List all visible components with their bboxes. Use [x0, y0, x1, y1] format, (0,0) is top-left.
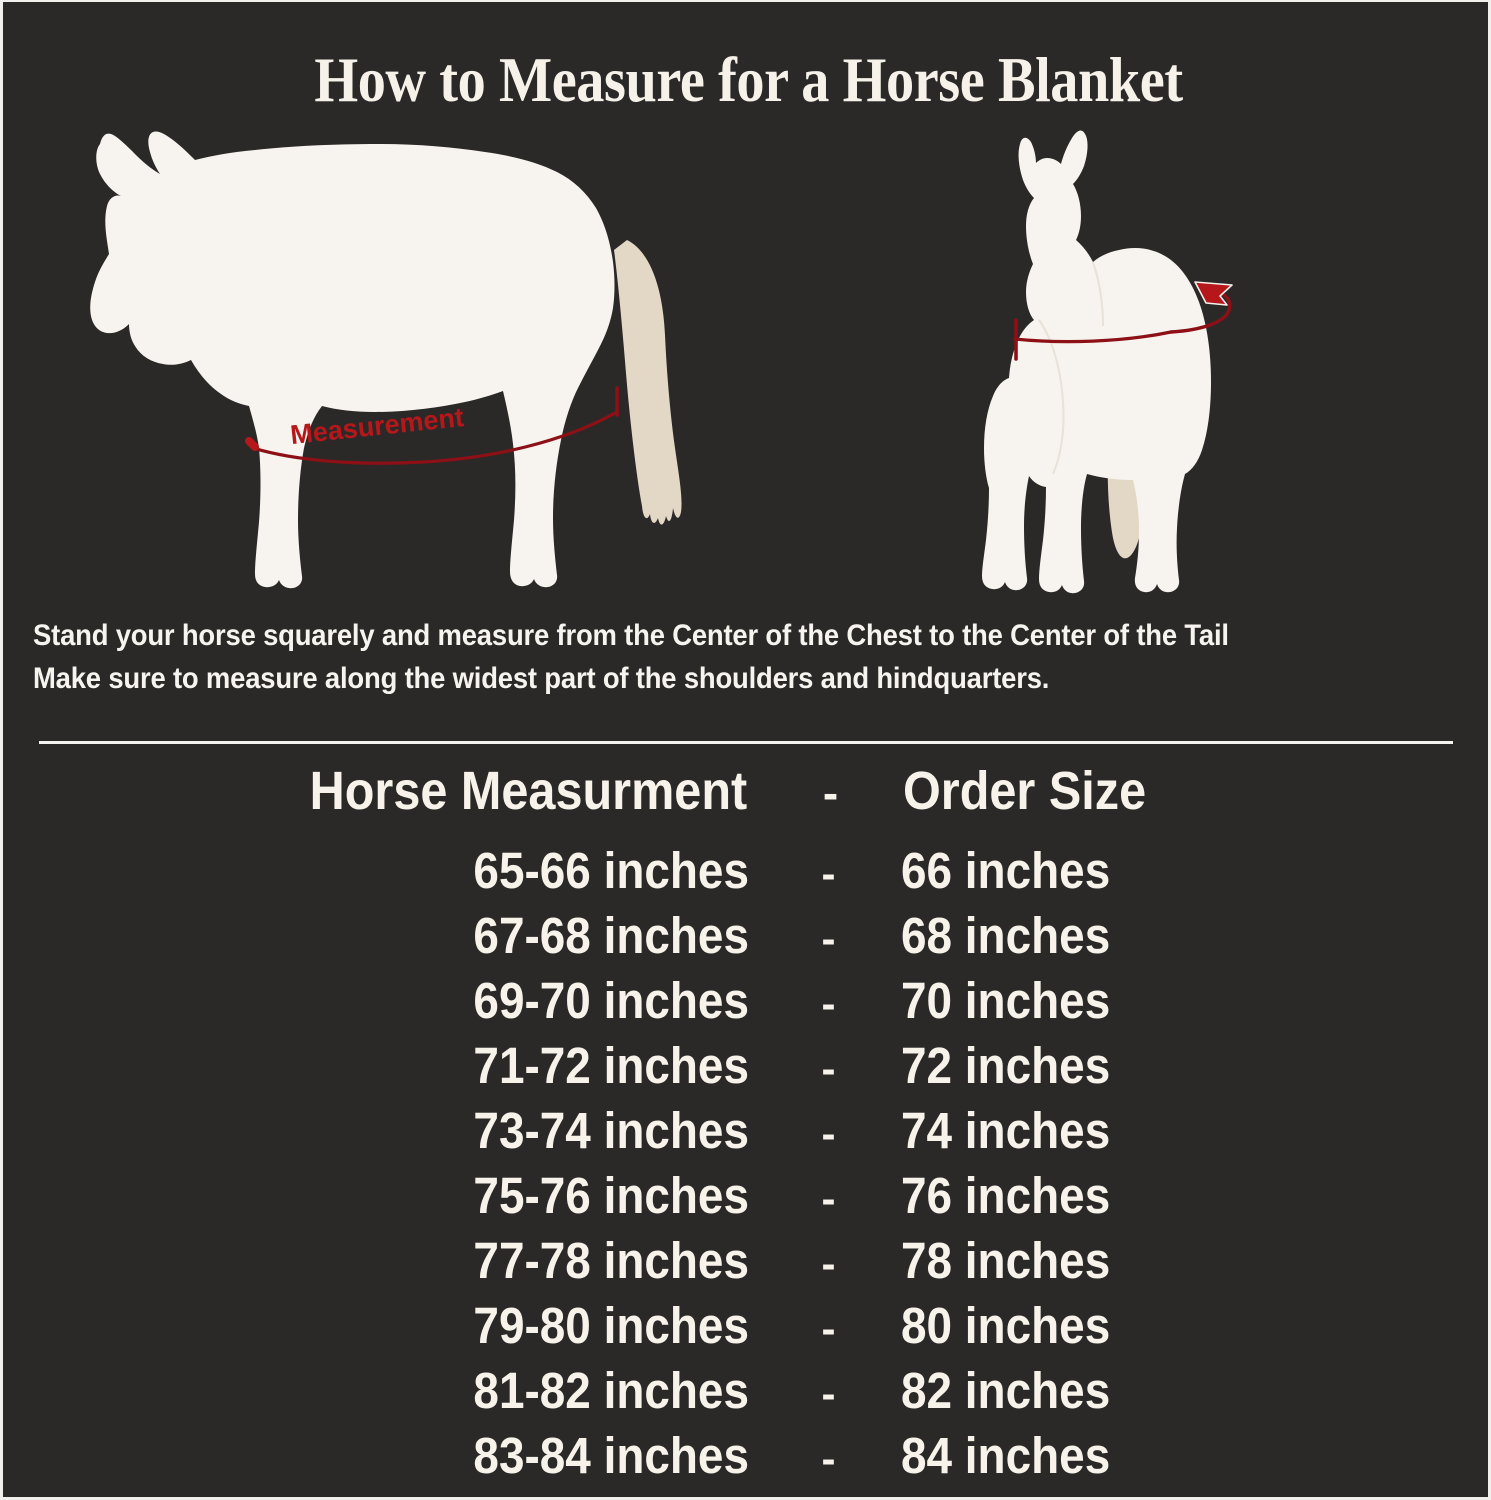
table-row: 75-76 inches - 76 inches — [3, 1165, 1488, 1230]
cell-separator: - — [821, 1045, 836, 1092]
instructions-line-1: Stand your horse squarely and measure fr… — [33, 619, 1229, 652]
measurement-arrowhead-rear — [1194, 281, 1233, 306]
table-row: 67-68 inches - 68 inches — [3, 905, 1488, 970]
horse-rear-body — [982, 130, 1211, 594]
cell-order-size: 78 inches — [900, 1232, 1110, 1289]
table-row: 83-84 inches - 84 inches — [3, 1425, 1488, 1490]
section-divider — [39, 741, 1453, 744]
table-row: 71-72 inches - 72 inches — [3, 1035, 1488, 1100]
table-row: 77-78 inches - 78 inches — [3, 1230, 1488, 1295]
cell-order-size: 82 inches — [900, 1362, 1110, 1419]
header-horse-measurement: Horse Measurment — [309, 761, 747, 821]
table-row: 81-82 inches - 82 inches — [3, 1360, 1488, 1425]
header-separator: - — [822, 767, 839, 819]
cell-order-size: 80 inches — [900, 1297, 1110, 1354]
size-table-header-row: Horse Measurment - Order Size — [3, 760, 1488, 824]
illustration-area: Measurement — [3, 130, 1488, 600]
cell-order-size: 84 inches — [900, 1427, 1110, 1484]
cell-separator: - — [821, 1175, 836, 1222]
measurement-line-rear — [1013, 330, 1173, 344]
cell-order-size: 70 inches — [900, 972, 1110, 1029]
cell-separator: - — [821, 1110, 836, 1157]
cell-measurement: 79-80 inches — [472, 1297, 749, 1354]
cell-measurement: 65-66 inches — [472, 842, 749, 899]
cell-order-size: 68 inches — [900, 907, 1110, 964]
cell-measurement: 73-74 inches — [472, 1102, 749, 1159]
cell-separator: - — [821, 1305, 836, 1352]
cell-measurement: 71-72 inches — [472, 1037, 749, 1094]
cell-separator: - — [821, 1240, 836, 1287]
cell-measurement: 81-82 inches — [472, 1362, 749, 1419]
instructions-text: Stand your horse squarely and measure fr… — [33, 614, 1372, 700]
horse-rear-contours — [1038, 261, 1104, 475]
cell-measurement: 75-76 inches — [472, 1167, 749, 1224]
table-row: 79-80 inches - 80 inches — [3, 1295, 1488, 1360]
table-row: 65-66 inches - 66 inches — [3, 840, 1488, 905]
horse-side-view: Measurement — [90, 131, 682, 589]
table-row: 69-70 inches - 70 inches — [3, 970, 1488, 1035]
cell-measurement: 69-70 inches — [472, 972, 749, 1029]
measurement-curve-rear — [1169, 290, 1232, 334]
instructions-line-2: Make sure to measure along the widest pa… — [33, 662, 1050, 695]
cell-order-size: 76 inches — [900, 1167, 1110, 1224]
cell-separator: - — [821, 850, 836, 897]
size-table: Horse Measurment - Order Size 65-66 inch… — [3, 760, 1488, 1490]
cell-order-size: 72 inches — [900, 1037, 1110, 1094]
horse-rear-view — [982, 130, 1233, 594]
measurement-line-side — [251, 411, 617, 465]
cell-separator: - — [821, 980, 836, 1027]
header-order-size: Order Size — [902, 761, 1146, 821]
page-title: How to Measure for a Horse Blanket — [314, 44, 1183, 115]
table-row: 73-74 inches - 74 inches — [3, 1100, 1488, 1165]
measurement-start-tick — [245, 437, 259, 451]
cell-measurement: 67-68 inches — [472, 907, 749, 964]
cell-separator: - — [821, 1370, 836, 1417]
cell-separator: - — [821, 915, 836, 962]
cell-measurement: 83-84 inches — [472, 1427, 749, 1484]
horse-side-tail — [614, 240, 682, 525]
horse-side-body — [90, 131, 615, 589]
cell-order-size: 74 inches — [900, 1102, 1110, 1159]
cell-separator: - — [821, 1435, 836, 1482]
cell-measurement: 77-78 inches — [472, 1232, 749, 1289]
cell-order-size: 66 inches — [900, 842, 1110, 899]
